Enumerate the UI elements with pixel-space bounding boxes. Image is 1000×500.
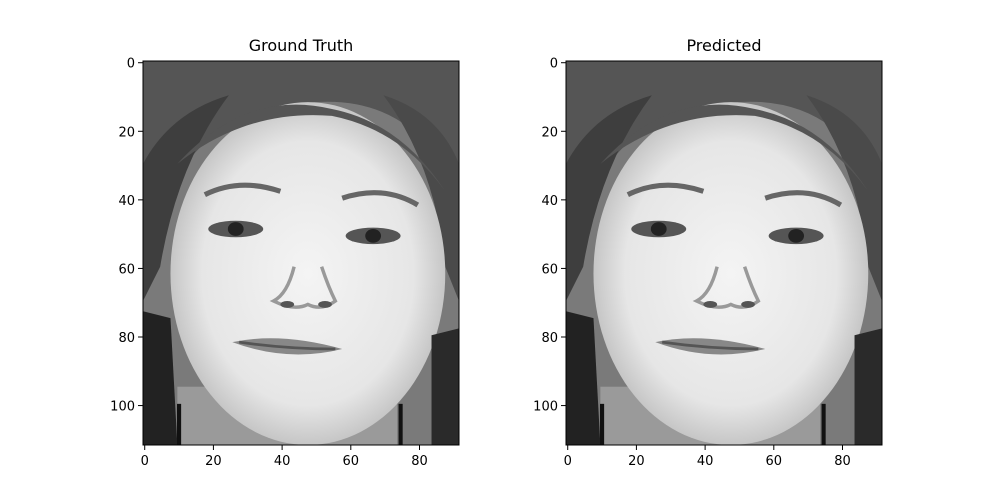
- x-tick-label: 80: [834, 454, 851, 469]
- x-tick-label: 40: [274, 454, 291, 469]
- axes-frame: [142, 60, 460, 446]
- panel-title: Predicted: [686, 36, 761, 55]
- y-tick-label: 20: [541, 125, 558, 140]
- x-tick-label: 0: [564, 454, 572, 469]
- x-tick-label: 0: [141, 454, 149, 469]
- y-tick-label: 20: [118, 125, 135, 140]
- x-tick-label: 80: [411, 454, 428, 469]
- y-tick-label: 80: [541, 331, 558, 346]
- y-tick-label: 80: [118, 331, 135, 346]
- x-tick-label: 60: [343, 454, 360, 469]
- y-tick-label: 40: [541, 194, 558, 209]
- panel: Ground Truth 0 20 40 60 80 0 20 40 60 80 100: [110, 36, 460, 469]
- y-tick-label: 100: [110, 400, 135, 415]
- y-tick-label: 0: [127, 57, 135, 72]
- x-tick-label: 60: [766, 454, 783, 469]
- y-tick-label: 60: [118, 262, 135, 277]
- face-image: [143, 61, 459, 445]
- x-tick-label: 40: [697, 454, 714, 469]
- panel: Predicted 0 20 40 60 80 0 20 40 60 80 100: [533, 36, 883, 469]
- y-tick-label: 40: [118, 194, 135, 209]
- y-tick-label: 60: [541, 262, 558, 277]
- x-tick-label: 20: [205, 454, 222, 469]
- x-tick-label: 20: [628, 454, 645, 469]
- y-tick-label: 0: [550, 57, 558, 72]
- panel-title: Ground Truth: [249, 36, 354, 55]
- face-image: [566, 61, 882, 445]
- y-tick-label: 100: [533, 400, 558, 415]
- axes-frame: [565, 60, 883, 446]
